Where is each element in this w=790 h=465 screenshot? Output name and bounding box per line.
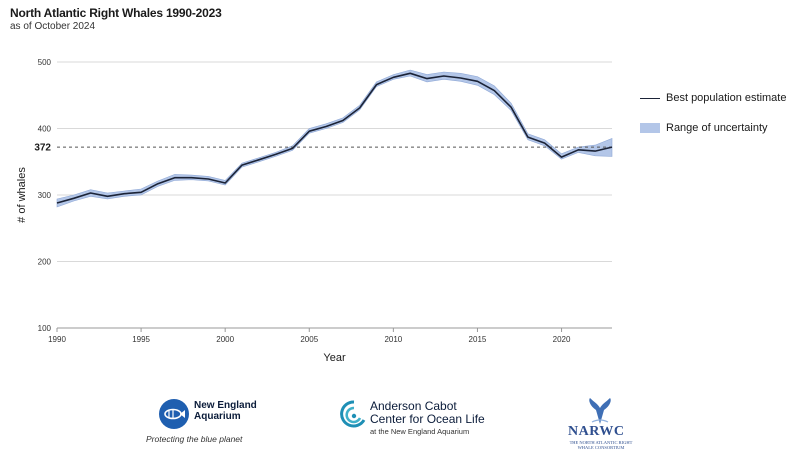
acc-name-line1: Anderson Cabot [370,399,457,413]
wave-icon [340,400,366,428]
legend-band-swatch [640,123,660,133]
acc-logo: Anderson Cabot Center for Ocean Life at … [340,398,485,443]
y-tick-label: 200 [38,258,52,267]
x-tick-label: 2010 [384,335,402,344]
fish-icon [159,399,189,429]
y-tick-label: 400 [38,125,52,134]
estimate-line-layer [56,72,613,204]
y-tick-label: 300 [38,191,52,200]
reference-line-layer: 372 [34,143,612,154]
nea-logo: New England Aquarium Protecting the blue… [146,398,257,444]
uncertainty-band [56,69,613,208]
x-tick-label: 2015 [469,335,487,344]
y-tick-label: 500 [38,58,52,67]
nea-tagline: Protecting the blue planet [146,434,243,444]
x-axis-title: Year [323,352,346,364]
y-axis-title: # of whales [16,167,28,223]
narwc-logo: NARWC THE NORTH ATLANTIC RIGHT WHALE CON… [566,396,634,450]
chart-title: North Atlantic Right Whales 1990-2023 [10,6,222,20]
y-tick-label: 100 [38,324,52,333]
chart-subtitle: as of October 2024 [10,21,96,32]
estimate-line [56,72,613,204]
x-tick-label: 2020 [553,335,571,344]
uncertainty-band-layer [56,69,613,208]
legend-item-estimate: Best population estimate [640,90,786,106]
legend-item-uncertainty: Range of uncertainty [640,120,786,136]
x-tick-label: 2005 [300,335,318,344]
x-tick-label: 1990 [48,335,66,344]
legend: Best population estimate Range of uncert… [640,90,786,150]
x-tick-label: 1995 [132,335,150,344]
acc-subtitle: at the New England Aquarium [370,427,470,436]
legend-label-estimate: Best population estimate [666,92,787,104]
whale-tail-icon [589,398,611,424]
chart-canvas: 372 100 200 300 400 500 1990 1995 2000 2005 2010 2… [16,58,613,364]
narwc-subtitle: THE NORTH ATLANTIC RIGHT WHALE CONSORTIU… [569,440,633,450]
axes-layer: 100 200 300 400 500 1990 1995 2000 2005 2010 2015 2… [16,58,612,364]
legend-line-swatch [640,97,660,99]
acc-name: Anderson Cabot Center for Ocean Life [370,400,485,426]
x-tick-label: 2000 [216,335,234,344]
acc-name-line2: Center for Ocean Life [370,412,485,426]
nea-name: New England Aquarium [194,400,257,422]
reference-line-label: 372 [34,143,51,154]
legend-label-uncertainty: Range of uncertainty [666,122,768,134]
narwc-name: NARWC [568,424,625,439]
